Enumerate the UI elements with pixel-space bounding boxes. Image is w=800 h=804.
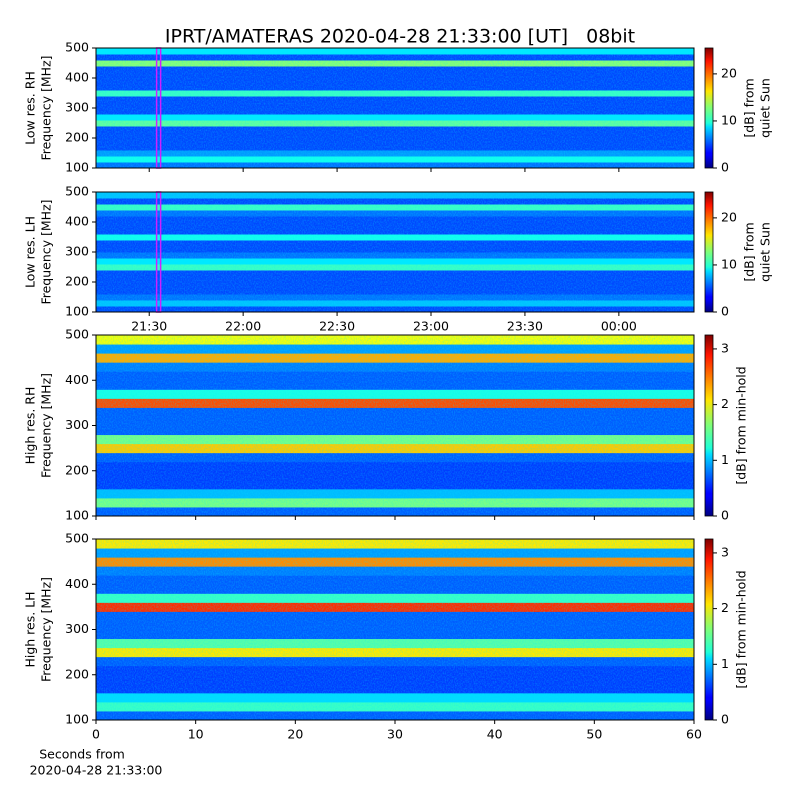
texture (96, 192, 694, 312)
colorbar-tick-label: 20 (721, 209, 737, 224)
texture (96, 335, 694, 516)
x-tick-label: 22:30 (319, 319, 355, 334)
x-tick-label: 21:30 (131, 319, 167, 334)
y-tick-label: 300 (65, 244, 89, 259)
y-tick-label: 200 (65, 666, 89, 681)
y-tick-label: 100 (65, 712, 89, 727)
colorbar-tick-label: 1 (721, 452, 729, 467)
colorbar-tick-label: 3 (721, 340, 729, 355)
x-tick-label: 50 (586, 727, 602, 742)
chart-title: IPRT/AMATERAS 2020-04-28 21:33:00 [UT] 0… (165, 26, 635, 48)
colorbar-tick-label: 2 (721, 600, 729, 615)
x-tick-label: 60 (686, 727, 702, 742)
y-tick-label: 500 (65, 40, 89, 55)
colorbar-label: quiet Sun (758, 78, 773, 138)
x-tick-label: 23:30 (507, 319, 543, 334)
y-tick-label: 400 (65, 214, 89, 229)
y-axis-label: High res. RH (23, 387, 38, 465)
y-tick-label: 200 (65, 462, 89, 477)
colorbar-label: [dB] from min-hold (734, 366, 749, 484)
x-tick-label: 40 (487, 727, 503, 742)
x-tick-label: 22:00 (225, 319, 261, 334)
x-tick-label: 0 (92, 727, 100, 742)
y-tick-label: 500 (65, 184, 89, 199)
y-tick-label: 300 (65, 100, 89, 115)
y-axis-label: Frequency [MHz] (39, 199, 54, 304)
x-tick-label: 10 (188, 727, 204, 742)
colorbar-tick-label: 0 (721, 160, 729, 175)
y-tick-label: 400 (65, 70, 89, 85)
x-axis-label: 2020-04-28 21:33:00 (30, 763, 163, 778)
x-axis-label: Seconds from (39, 747, 125, 762)
colorbar-label: quiet Sun (758, 222, 773, 282)
y-axis-label: High res. LH (23, 591, 38, 667)
x-tick-label: 30 (387, 727, 403, 742)
y-tick-label: 400 (65, 576, 89, 591)
x-tick-label: 23:00 (413, 319, 449, 334)
colorbar-label: [dB] from (742, 222, 757, 281)
y-tick-label: 300 (65, 417, 89, 432)
x-tick-label: 00:00 (601, 319, 637, 334)
y-axis-label: Frequency [MHz] (39, 577, 54, 682)
colorbar (704, 538, 714, 721)
colorbar-tick-label: 3 (721, 544, 729, 559)
colorbar-tick-label: 10 (721, 112, 737, 127)
y-tick-label: 100 (65, 508, 89, 523)
y-tick-label: 400 (65, 372, 89, 387)
y-tick-label: 500 (65, 327, 89, 342)
colorbar-label: [dB] from min-hold (734, 570, 749, 688)
y-tick-label: 300 (65, 621, 89, 636)
colorbar-tick-label: 0 (721, 508, 729, 523)
y-axis-label: Frequency [MHz] (39, 55, 54, 160)
colorbar-tick-label: 2 (721, 396, 729, 411)
x-tick-label: 20 (287, 727, 303, 742)
colorbar (704, 334, 714, 517)
colorbar-tick-label: 0 (721, 712, 729, 727)
colorbar-label: [dB] from (742, 78, 757, 137)
colorbar-tick-label: 0 (721, 304, 729, 319)
y-tick-label: 500 (65, 531, 89, 546)
y-tick-label: 100 (65, 160, 89, 175)
y-axis-label: Low res. RH (23, 71, 38, 145)
y-axis-label: Low res. LH (23, 216, 38, 288)
y-tick-label: 200 (65, 130, 89, 145)
colorbar (704, 47, 714, 169)
y-tick-label: 200 (65, 274, 89, 289)
colorbar-tick-label: 20 (721, 65, 737, 80)
texture (96, 539, 694, 720)
colorbar-tick-label: 10 (721, 256, 737, 271)
y-axis-label: Frequency [MHz] (39, 373, 54, 478)
texture (96, 48, 694, 168)
y-tick-label: 100 (65, 304, 89, 319)
colorbar (704, 191, 714, 313)
colorbar-tick-label: 1 (721, 656, 729, 671)
